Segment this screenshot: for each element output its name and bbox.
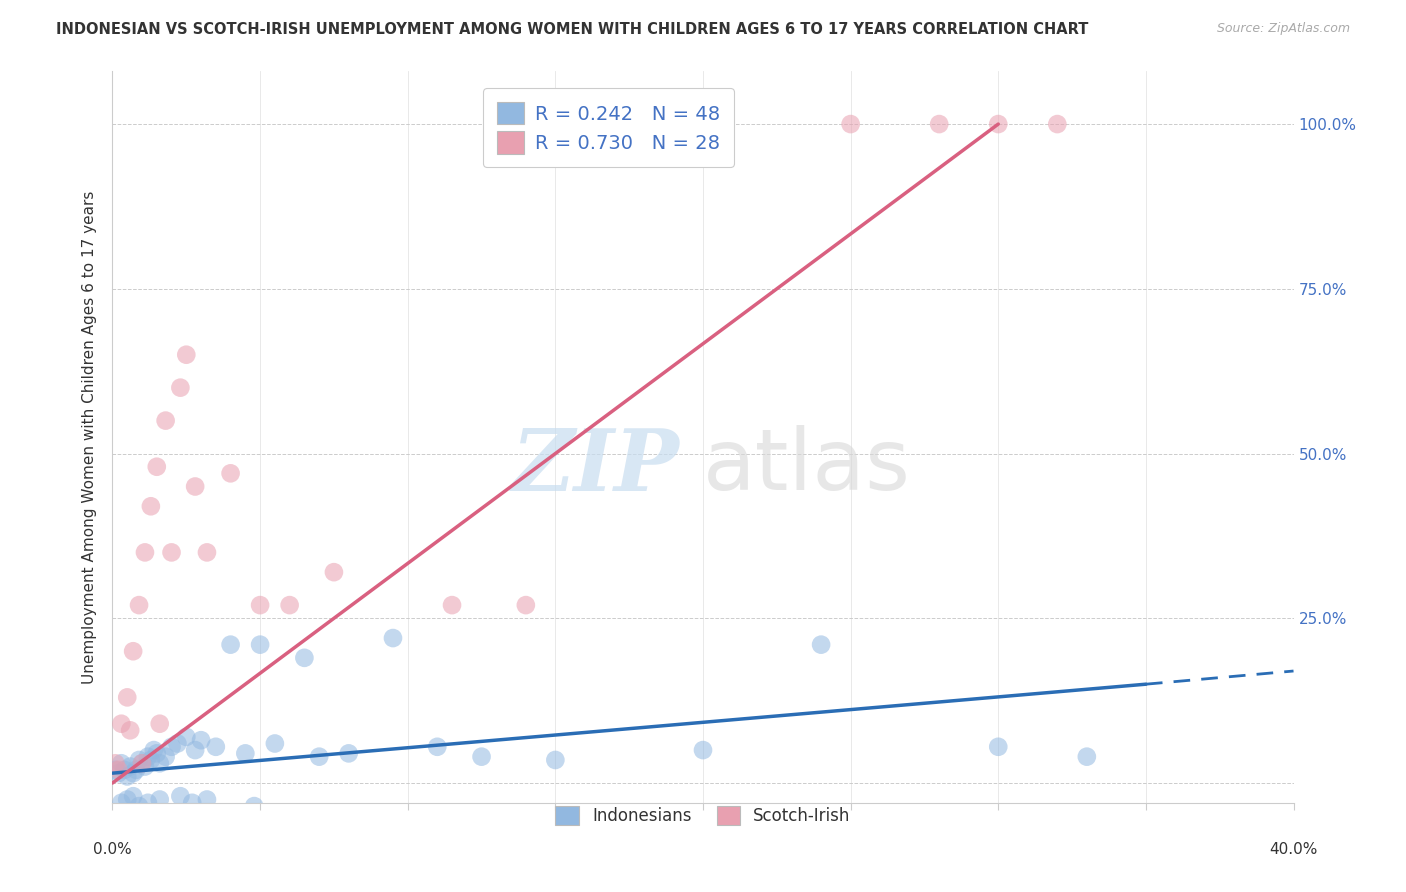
Point xyxy=(107,763,129,777)
Point xyxy=(117,690,138,705)
Point xyxy=(278,598,301,612)
Point xyxy=(249,638,271,652)
Point xyxy=(544,753,567,767)
Point xyxy=(233,747,256,761)
Point xyxy=(1076,749,1098,764)
Point xyxy=(195,545,218,559)
Point xyxy=(110,756,132,771)
Point xyxy=(136,796,159,810)
Point xyxy=(190,733,212,747)
Point xyxy=(104,763,127,777)
Point xyxy=(243,799,266,814)
Point xyxy=(166,737,188,751)
Point xyxy=(120,759,142,773)
Text: atlas: atlas xyxy=(703,425,911,508)
Point xyxy=(131,756,153,771)
Point xyxy=(122,644,145,658)
Text: INDONESIAN VS SCOTCH-IRISH UNEMPLOYMENT AMONG WOMEN WITH CHILDREN AGES 6 TO 17 Y: INDONESIAN VS SCOTCH-IRISH UNEMPLOYMENT … xyxy=(56,22,1088,37)
Point xyxy=(264,737,287,751)
Point xyxy=(128,799,150,814)
Point xyxy=(104,756,127,771)
Point xyxy=(181,796,204,810)
Y-axis label: Unemployment Among Women with Children Ages 6 to 17 years: Unemployment Among Women with Children A… xyxy=(82,190,97,684)
Point xyxy=(169,381,191,395)
Point xyxy=(987,117,1010,131)
Point xyxy=(810,638,832,652)
Point xyxy=(155,749,177,764)
Point xyxy=(139,500,162,514)
Point xyxy=(155,414,177,428)
Point xyxy=(117,792,138,806)
Point xyxy=(160,739,183,754)
Point xyxy=(117,769,138,783)
Point xyxy=(441,598,464,612)
Text: 0.0%: 0.0% xyxy=(93,842,132,857)
Text: ZIP: ZIP xyxy=(512,425,679,508)
Point xyxy=(470,749,494,764)
Text: Source: ZipAtlas.com: Source: ZipAtlas.com xyxy=(1216,22,1350,36)
Point xyxy=(149,792,172,806)
Legend: Indonesians, Scotch-Irish: Indonesians, Scotch-Irish xyxy=(543,792,863,838)
Point xyxy=(120,723,142,738)
Point xyxy=(128,753,150,767)
Point xyxy=(692,743,714,757)
Point xyxy=(134,759,156,773)
Point xyxy=(323,565,346,579)
Point xyxy=(110,796,132,810)
Point xyxy=(249,598,271,612)
Point xyxy=(112,763,135,777)
Point xyxy=(149,716,172,731)
Point xyxy=(308,749,330,764)
Point xyxy=(169,789,191,804)
Point xyxy=(122,766,145,780)
Point xyxy=(107,766,129,780)
Point xyxy=(174,348,197,362)
Point xyxy=(146,747,169,761)
Point xyxy=(134,545,156,559)
Point xyxy=(195,792,218,806)
Point xyxy=(987,739,1010,754)
Point xyxy=(205,739,228,754)
Point xyxy=(142,743,165,757)
Point xyxy=(184,743,207,757)
Point xyxy=(928,117,950,131)
Point xyxy=(292,650,315,665)
Point xyxy=(426,739,449,754)
Point xyxy=(131,756,153,771)
Point xyxy=(136,749,159,764)
Point xyxy=(337,747,360,761)
Point xyxy=(839,117,862,131)
Point xyxy=(146,459,169,474)
Point xyxy=(122,789,145,804)
Point xyxy=(219,638,242,652)
Point xyxy=(128,598,150,612)
Point xyxy=(110,716,132,731)
Text: 40.0%: 40.0% xyxy=(1270,842,1317,857)
Point xyxy=(160,545,183,559)
Point xyxy=(219,467,242,481)
Point xyxy=(1046,117,1069,131)
Point xyxy=(515,598,537,612)
Point xyxy=(125,763,148,777)
Point xyxy=(139,753,162,767)
Point xyxy=(149,756,172,771)
Point xyxy=(382,631,405,645)
Point xyxy=(174,730,197,744)
Point xyxy=(184,479,207,493)
